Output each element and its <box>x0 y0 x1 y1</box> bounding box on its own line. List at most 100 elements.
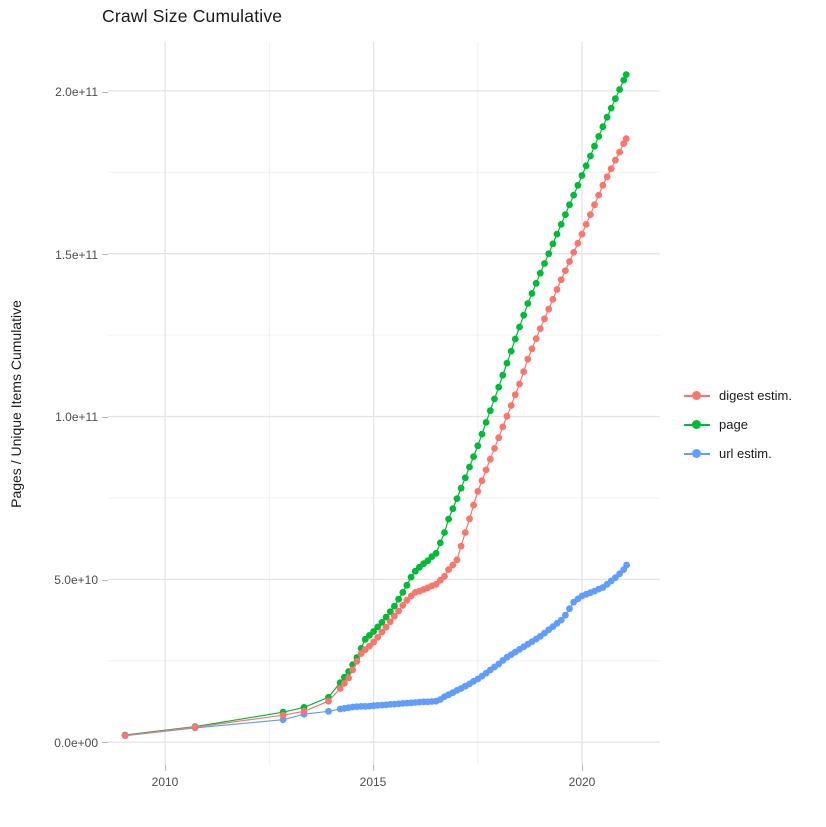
data-point <box>528 345 536 353</box>
data-point <box>532 335 540 343</box>
data-point <box>507 347 515 355</box>
data-point <box>595 191 603 199</box>
data-point <box>374 623 382 631</box>
data-point <box>591 201 598 209</box>
data-point <box>499 371 507 379</box>
plot-panel <box>108 42 660 765</box>
data-point <box>391 602 398 610</box>
x-tick-label-2020: 2020 <box>568 775 596 789</box>
data-point <box>461 474 469 482</box>
data-point <box>549 240 557 248</box>
legend-item-page: page <box>684 410 792 439</box>
data-point <box>378 619 386 626</box>
data-point <box>562 211 569 219</box>
y-tick-mark <box>102 254 108 255</box>
legend-key-digest-icon <box>684 389 710 403</box>
data-point <box>582 221 590 228</box>
crawl-size-chart <box>108 42 660 765</box>
y-tick-mark <box>102 742 108 743</box>
data-point <box>482 466 490 474</box>
y-tick-label-1: 5.0e+10 <box>54 573 98 587</box>
legend-label: url estim. <box>719 446 772 461</box>
data-point <box>607 165 615 173</box>
data-point <box>553 286 561 293</box>
data-point <box>566 258 573 265</box>
data-point <box>599 123 607 131</box>
data-point <box>436 539 444 547</box>
legend-label: digest estim. <box>719 388 792 403</box>
data-point <box>386 618 394 626</box>
data-point <box>486 407 494 415</box>
data-point <box>370 628 377 635</box>
data-point <box>520 311 528 319</box>
data-point <box>524 355 532 363</box>
data-point <box>603 173 611 181</box>
data-point <box>403 596 411 604</box>
data-point <box>599 181 607 189</box>
data-point <box>349 666 357 674</box>
data-point <box>612 156 619 164</box>
data-point <box>541 260 548 267</box>
data-point <box>549 295 557 303</box>
data-point <box>578 172 586 179</box>
data-point <box>457 542 465 550</box>
data-point <box>336 685 344 692</box>
data-point <box>570 249 578 256</box>
data-point <box>325 707 332 715</box>
data-point <box>445 515 452 523</box>
data-point <box>507 402 515 409</box>
data-point <box>570 191 578 199</box>
y-axis-title: Pages / Unique Items Cumulative <box>8 300 24 508</box>
y-tick-mark <box>102 417 108 418</box>
data-point <box>616 148 623 156</box>
x-tick-mark <box>373 765 374 771</box>
data-point <box>616 86 623 93</box>
data-point <box>566 201 573 209</box>
data-point <box>466 463 473 471</box>
data-point <box>403 581 411 589</box>
data-point <box>622 71 630 78</box>
data-point <box>557 221 565 228</box>
data-point <box>545 250 553 258</box>
data-point <box>616 570 623 578</box>
data-point <box>574 181 582 189</box>
data-point <box>553 230 561 238</box>
y-tick-label-3: 1.5e+11 <box>55 248 98 262</box>
data-point <box>482 419 490 426</box>
data-point <box>528 290 536 297</box>
data-point <box>520 368 528 375</box>
data-point <box>466 515 473 523</box>
data-point <box>491 445 498 452</box>
data-point <box>557 276 565 284</box>
data-point <box>478 477 486 485</box>
data-point <box>566 605 573 613</box>
data-point <box>582 162 590 170</box>
data-point <box>620 76 628 84</box>
data-point <box>191 723 199 731</box>
legend: digest estim. page url estim. <box>684 381 792 468</box>
data-point <box>382 623 390 631</box>
data-point <box>474 442 482 450</box>
data-point <box>491 395 498 403</box>
data-point <box>386 608 394 615</box>
data-point <box>545 305 553 313</box>
data-point <box>353 658 361 665</box>
legend-item-url-estim: url estim. <box>684 439 792 468</box>
series-line-url-estim- <box>125 564 628 737</box>
data-point <box>603 113 611 121</box>
data-point <box>622 135 630 143</box>
data-point <box>345 674 352 682</box>
data-point <box>457 484 465 492</box>
data-point <box>503 412 511 420</box>
data-point <box>407 573 415 581</box>
data-point <box>453 556 461 564</box>
data-point <box>587 211 594 219</box>
data-point <box>511 335 519 343</box>
data-point <box>623 561 630 569</box>
data-point <box>607 104 615 112</box>
data-point <box>591 142 598 150</box>
data-point <box>399 602 407 609</box>
data-point <box>486 455 494 463</box>
x-tick-label-2010: 2010 <box>151 775 179 789</box>
